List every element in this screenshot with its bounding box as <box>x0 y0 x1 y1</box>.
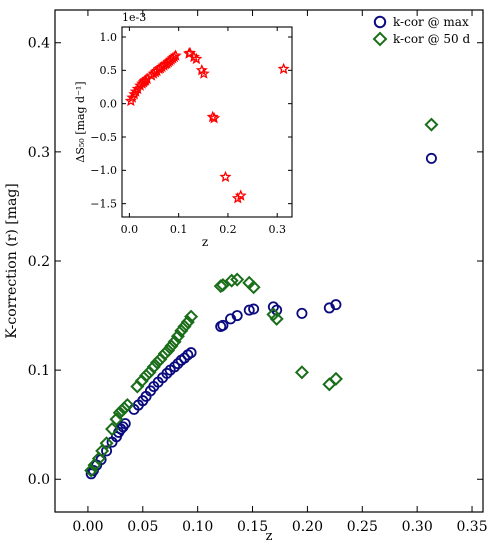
point-50d <box>105 422 120 437</box>
main-y-tick-label: 0.1 <box>28 363 50 379</box>
point-max <box>172 358 184 370</box>
point-delta-s50 <box>129 85 142 97</box>
inset-y-tick-label: 0.5 <box>100 64 118 77</box>
inset-x-tick-label: 0.2 <box>219 223 237 236</box>
point-max <box>169 361 181 373</box>
inset-y-tick-label: −1.0 <box>90 164 117 177</box>
point-max <box>267 301 279 313</box>
inset-x-ticks: 0.0 0.1 0.2 0.3 <box>121 27 286 236</box>
inset-y-tick-label: 0.0 <box>100 98 118 111</box>
inset-chart: 1e-3 0.0 0.1 0.2 0.3 1.00.50.0−0.5−1.0−1.5 … <box>74 11 293 249</box>
point-max <box>296 307 308 319</box>
main-y-tick-label: 0.0 <box>28 472 50 488</box>
inset-offset-label: 1e-3 <box>122 11 146 24</box>
point-50d <box>424 117 439 132</box>
inset-y-tick-label: −1.5 <box>90 198 117 211</box>
main-x-tick-label: 0.35 <box>456 519 487 535</box>
main-x-tick-label: 0.15 <box>237 519 268 535</box>
point-delta-s50 <box>219 170 232 183</box>
point-50d <box>146 359 161 374</box>
point-50d <box>170 329 185 344</box>
main-y-tick-label: 0.3 <box>28 145 50 161</box>
legend-marker-max <box>373 15 387 29</box>
point-50d <box>177 319 192 334</box>
point-max <box>243 304 255 316</box>
inset-y-tick-label: 1.0 <box>100 31 118 44</box>
point-50d <box>294 365 309 380</box>
point-delta-s50 <box>277 62 290 75</box>
inset-y-tick-label: −0.5 <box>90 131 117 144</box>
main-y-ticks: 0.0 0.1 0.2 0.3 0.4 <box>28 36 483 488</box>
point-50d <box>215 277 230 293</box>
point-max <box>323 302 335 314</box>
point-delta-s50 <box>131 82 144 95</box>
point-50d <box>164 339 179 354</box>
main-y-tick-label: 0.2 <box>28 254 50 270</box>
point-50d <box>246 280 261 295</box>
point-delta-s50 <box>234 189 247 201</box>
point-max <box>231 310 243 322</box>
main-y-axis-label: K-correction (r) [mag] <box>4 183 20 339</box>
point-50d <box>180 315 195 330</box>
point-50d <box>157 346 172 361</box>
inset-x-axis-label: z <box>202 235 208 249</box>
point-50d <box>99 436 114 451</box>
inset-x-tick-label: 0.1 <box>170 223 188 236</box>
point-50d <box>84 463 99 478</box>
main-x-tick-label: 0.05 <box>127 519 158 535</box>
main-x-axis-label: z <box>266 529 273 544</box>
point-delta-s50 <box>231 192 244 204</box>
point-max <box>161 367 173 379</box>
point-50d <box>139 368 154 383</box>
inset-y-ticks: 1.0 0.5 0.0 −0.5 −1.0 −1.5 <box>90 31 292 211</box>
point-max <box>248 303 260 315</box>
legend-marker-50d <box>372 31 388 47</box>
point-max <box>119 418 131 430</box>
point-50d <box>117 401 132 416</box>
point-delta-s50 <box>197 67 210 79</box>
main-x-tick-label: 0.10 <box>182 519 213 535</box>
point-max <box>185 347 197 359</box>
main-x-tick-label: 0.00 <box>72 519 103 535</box>
point-max <box>101 445 113 457</box>
point-max <box>217 319 229 331</box>
inset-data-points <box>124 46 290 204</box>
main-data-points <box>84 117 439 480</box>
point-50d <box>328 371 343 386</box>
point-50d <box>184 309 199 324</box>
inset-y-axis-label: ΔS₅₀ [mag d⁻¹] <box>74 81 87 162</box>
inset-x-tick-label: 0.3 <box>268 223 286 236</box>
point-delta-s50 <box>169 49 182 61</box>
point-delta-s50 <box>208 112 221 124</box>
point-max <box>178 352 190 364</box>
main-x-tick-label: 0.25 <box>347 519 378 535</box>
point-50d <box>269 311 284 326</box>
legend-label-50d: k-cor @ 50 d <box>393 32 471 46</box>
point-50d <box>230 272 245 287</box>
legend: k-cor @ max k-cor @ 50 d <box>372 15 471 47</box>
main-chart: 0.00 0.05 0.10 0.15 0.20 0.25 0.30 0.35 0.00.10… <box>4 9 488 544</box>
point-50d <box>161 343 176 358</box>
point-50d <box>120 398 135 413</box>
point-50d <box>150 355 165 370</box>
main-x-tick-label: 0.30 <box>402 519 433 535</box>
point-delta-s50 <box>126 91 139 103</box>
point-50d <box>167 334 182 349</box>
point-max <box>330 299 342 311</box>
point-max <box>425 152 437 164</box>
point-delta-s50 <box>190 52 203 65</box>
legend-label-max: k-cor @ max <box>393 15 469 29</box>
inset-plot-frame <box>121 26 293 218</box>
main-y-tick-label: 0.4 <box>28 36 50 52</box>
point-max <box>225 313 237 325</box>
main-x-ticks: 0.00 0.05 0.10 0.15 0.20 0.25 0.30 0.35 <box>72 10 488 535</box>
main-x-tick-label: 0.20 <box>292 519 323 535</box>
point-50d <box>174 323 189 338</box>
point-50d <box>224 273 239 288</box>
inset-x-tick-label: 0.0 <box>121 223 139 236</box>
inset-background <box>122 27 292 217</box>
